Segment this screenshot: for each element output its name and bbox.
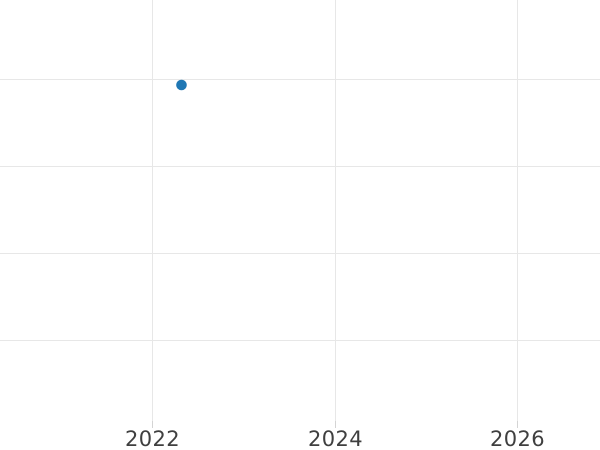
- x-tick-label: 2026: [490, 427, 545, 450]
- x-tick-label: 2022: [125, 427, 180, 450]
- x-tick-label: 2024: [308, 427, 363, 450]
- data-point[interactable]: [176, 79, 187, 91]
